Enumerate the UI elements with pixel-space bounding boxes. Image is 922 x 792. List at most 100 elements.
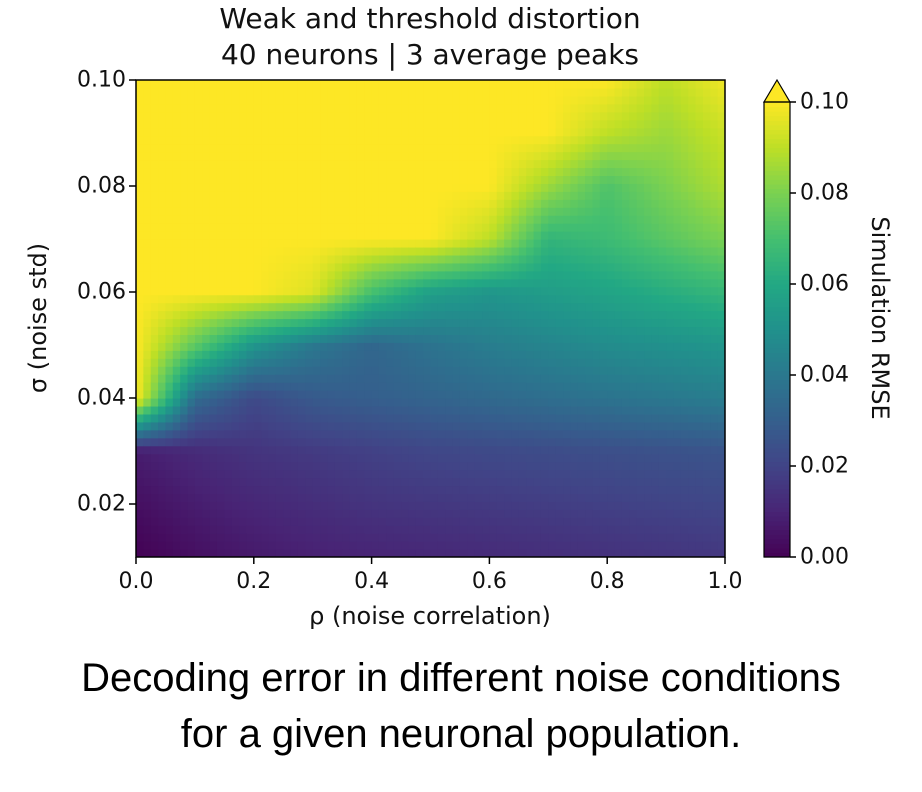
heatmap-cell xyxy=(165,103,174,113)
heatmap-cell xyxy=(717,461,725,471)
heatmap-cell xyxy=(570,239,579,248)
heatmap-cell xyxy=(658,159,667,169)
heatmap-cell xyxy=(570,231,579,240)
heatmap-cell xyxy=(592,119,601,129)
heatmap-cell xyxy=(150,215,159,224)
heatmap-cell xyxy=(459,135,468,145)
heatmap-cell xyxy=(194,127,203,137)
heatmap-cell xyxy=(327,310,336,320)
heatmap-cell xyxy=(165,175,174,184)
heatmap-cell xyxy=(194,135,203,145)
heatmap-cell xyxy=(261,541,270,550)
heatmap-cell xyxy=(194,191,203,200)
heatmap-cell xyxy=(695,143,704,153)
heatmap-cell xyxy=(482,477,490,487)
heatmap-cell xyxy=(577,135,586,145)
heatmap-cell xyxy=(401,143,410,153)
heatmap-cell xyxy=(283,183,292,192)
heatmap-cell xyxy=(489,533,498,542)
heatmap-cell xyxy=(437,390,446,399)
heatmap-cell xyxy=(239,159,248,169)
heatmap-cell xyxy=(666,485,675,494)
heatmap-cell xyxy=(599,461,608,471)
heatmap-cell xyxy=(459,127,468,137)
heatmap-cell xyxy=(371,95,380,105)
heatmap-cell xyxy=(305,127,314,137)
heatmap-cell xyxy=(666,453,675,463)
heatmap-cell xyxy=(702,310,711,320)
heatmap-cell xyxy=(570,525,579,534)
heatmap-cell xyxy=(231,87,240,97)
heatmap-cell xyxy=(216,135,225,145)
heatmap-cell xyxy=(533,413,542,423)
heatmap-cell xyxy=(629,421,638,431)
heatmap-cell xyxy=(239,175,248,184)
heatmap-cell xyxy=(172,405,181,415)
heatmap-cell xyxy=(305,469,314,479)
heatmap-cell xyxy=(577,374,586,383)
heatmap-cell xyxy=(180,469,189,479)
heatmap-cell xyxy=(165,453,174,463)
heatmap-cell xyxy=(290,191,299,200)
heatmap-cell xyxy=(283,334,292,343)
heatmap-cell xyxy=(533,461,542,471)
heatmap-cell xyxy=(717,103,725,113)
heatmap-cell xyxy=(327,103,336,113)
colorbar-segment xyxy=(764,206,790,212)
heatmap-cell xyxy=(143,175,152,184)
heatmap-cell xyxy=(614,342,623,351)
heatmap-cell xyxy=(511,461,520,471)
heatmap-cell xyxy=(216,286,225,296)
heatmap-cell xyxy=(297,223,306,232)
heatmap-cell xyxy=(415,493,424,502)
heatmap-cell xyxy=(518,223,527,232)
heatmap-cell xyxy=(297,199,306,208)
heatmap-cell xyxy=(695,151,704,161)
heatmap-cell xyxy=(327,87,336,97)
heatmap-cell xyxy=(430,421,439,431)
heatmap-cell xyxy=(489,390,498,399)
heatmap-cell xyxy=(320,95,329,105)
heatmap-cell xyxy=(342,270,351,280)
heatmap-cell xyxy=(555,525,564,534)
heatmap-cell xyxy=(607,477,616,487)
heatmap-cell xyxy=(283,310,292,320)
heatmap-cell xyxy=(275,453,284,463)
heatmap-cell xyxy=(511,549,520,557)
heatmap-cell xyxy=(187,143,196,153)
heatmap-cell xyxy=(614,549,623,557)
heatmap-cell xyxy=(209,151,218,161)
heatmap-cell xyxy=(275,390,284,399)
heatmap-cell xyxy=(224,127,233,137)
heatmap-cell xyxy=(511,358,520,367)
heatmap-cell xyxy=(194,342,203,351)
heatmap-cell xyxy=(327,167,336,176)
heatmap-cell xyxy=(297,262,306,272)
heatmap-cell xyxy=(673,485,682,494)
heatmap-cell xyxy=(283,398,292,407)
heatmap-cell xyxy=(216,477,225,487)
heatmap-cell xyxy=(636,127,645,137)
heatmap-cell xyxy=(680,310,689,320)
heatmap-cell xyxy=(540,326,549,335)
heatmap-cell xyxy=(297,453,306,463)
heatmap-cell xyxy=(194,334,203,343)
heatmap-cell xyxy=(592,549,601,557)
heatmap-cell xyxy=(239,215,248,224)
colorbar-segment xyxy=(764,484,790,490)
heatmap-cell xyxy=(378,366,387,375)
heatmap-cell xyxy=(666,199,675,208)
heatmap-cell xyxy=(342,326,351,335)
heatmap-cell xyxy=(688,374,697,383)
heatmap-cell xyxy=(297,191,306,200)
heatmap-cell xyxy=(423,334,432,343)
heatmap-cell xyxy=(688,111,697,121)
heatmap-cell xyxy=(526,119,535,129)
heatmap-cell xyxy=(165,318,174,328)
heatmap-cell xyxy=(356,95,365,105)
heatmap-cell xyxy=(688,127,697,137)
heatmap-cell xyxy=(489,525,498,534)
heatmap-cell xyxy=(592,390,601,399)
heatmap-cell xyxy=(386,278,395,288)
heatmap-cell xyxy=(437,326,446,335)
